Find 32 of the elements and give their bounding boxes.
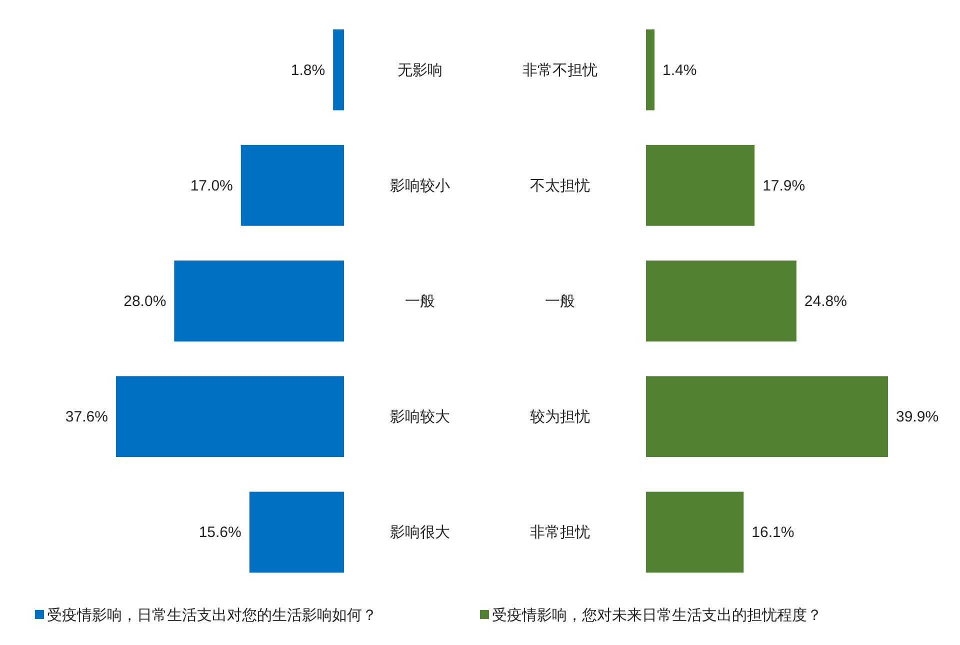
- y-tick-label: 影响较大: [390, 408, 450, 426]
- bar: [646, 260, 796, 342]
- data-label: 1.8%: [290, 62, 326, 79]
- bar: [174, 260, 344, 342]
- bar: [240, 144, 344, 226]
- data-label: 37.6%: [65, 408, 108, 426]
- data-label: 24.8%: [804, 293, 847, 310]
- y-tick-label: 一般: [545, 293, 575, 310]
- legend-label: 受疫情影响，日常生活支出对您的生活影响如何？: [47, 607, 377, 624]
- y-tick-label: 较为担忧: [530, 408, 590, 426]
- data-label: 17.0%: [190, 177, 233, 194]
- y-tick-label: 影响很大: [390, 524, 450, 542]
- y-tick-label: 影响较小: [390, 177, 450, 194]
- data-label: 1.4%: [662, 62, 697, 79]
- bar: [646, 492, 744, 573]
- y-tick-label: 非常不担忧: [522, 62, 598, 79]
- bar: [646, 144, 755, 226]
- data-label: 28.0%: [124, 293, 166, 310]
- data-label: 17.9%: [762, 177, 806, 194]
- legend-label: 受疫情影响，您对未来日常生活支出的担忧程度？: [492, 607, 822, 624]
- y-tick-label: 不太担忧: [530, 177, 590, 194]
- y-tick-label: 无影响: [398, 62, 442, 79]
- bar: [646, 29, 654, 110]
- data-label: 16.1%: [752, 524, 794, 542]
- data-label: 39.9%: [896, 408, 939, 426]
- bar: [646, 376, 888, 458]
- bar: [333, 29, 344, 110]
- bar: [249, 492, 344, 573]
- data-label: 15.6%: [198, 524, 242, 542]
- bar: [116, 376, 344, 458]
- y-tick-label: 一般: [405, 293, 435, 310]
- y-tick-label: 非常担忧: [530, 524, 590, 542]
